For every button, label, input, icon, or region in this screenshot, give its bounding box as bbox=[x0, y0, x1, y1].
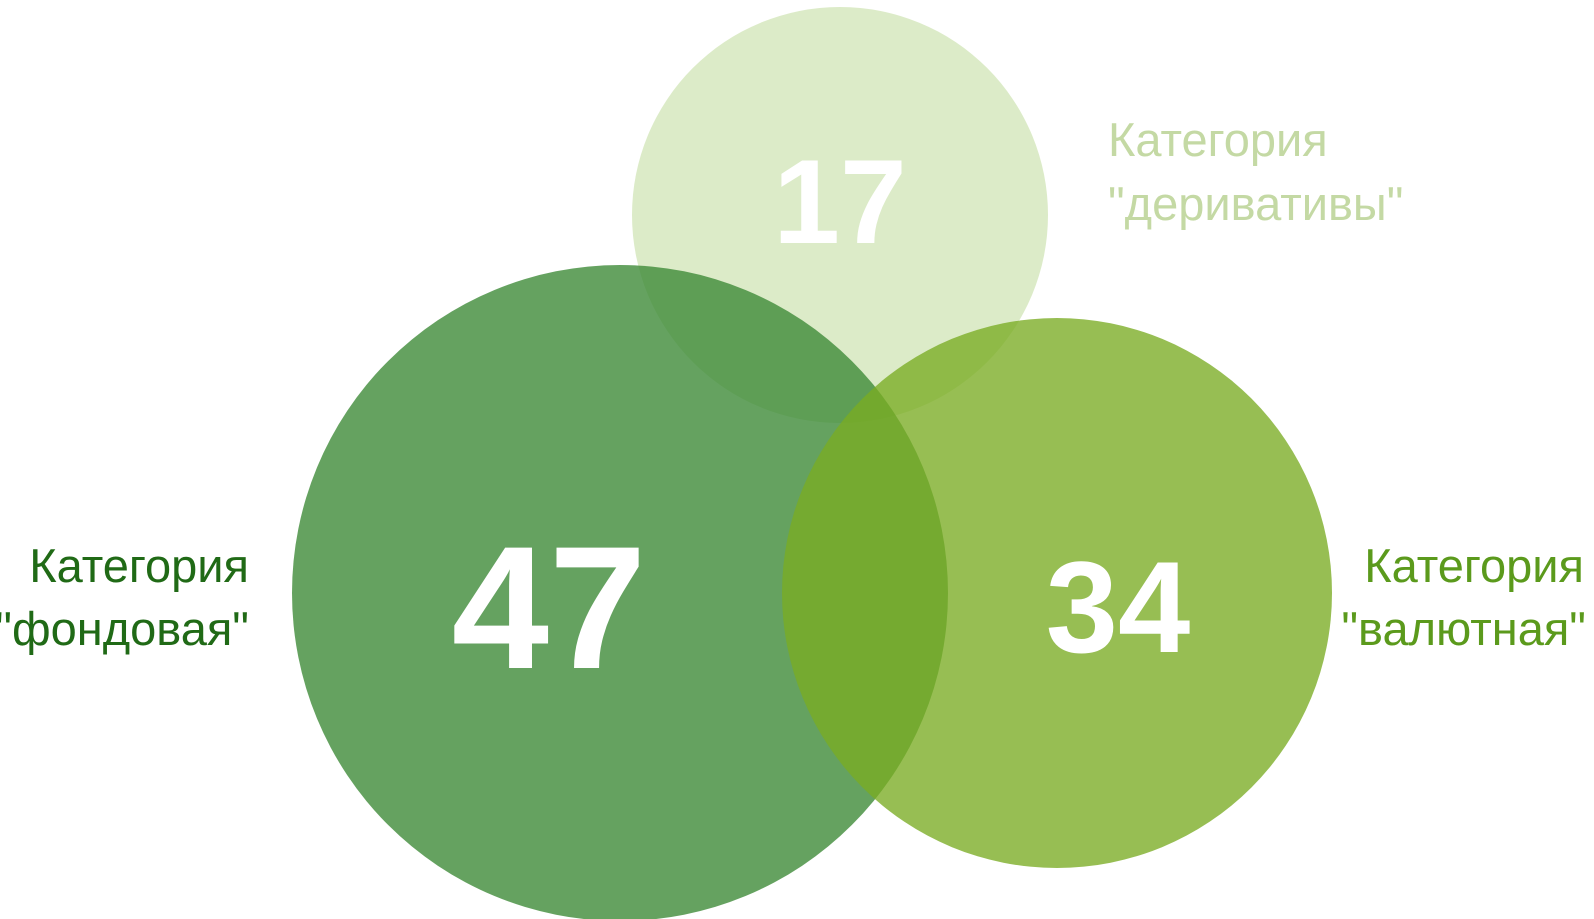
circle-currency bbox=[782, 318, 1332, 868]
count-stock: 47 bbox=[452, 511, 647, 706]
label-derivatives-line2: "деривативы" bbox=[1108, 177, 1403, 230]
count-currency: 34 bbox=[1046, 534, 1191, 680]
circle-stock bbox=[292, 265, 948, 919]
count-derivatives: 17 bbox=[773, 135, 906, 269]
label-derivatives-line1: Категория bbox=[1108, 113, 1328, 166]
label-currency-line2: "валютная" bbox=[1341, 602, 1586, 655]
label-currency-line1: Категория bbox=[1364, 539, 1584, 592]
label-stock-line1: Категория bbox=[29, 539, 249, 592]
label-stock-line2: "фондовая" bbox=[0, 602, 249, 655]
